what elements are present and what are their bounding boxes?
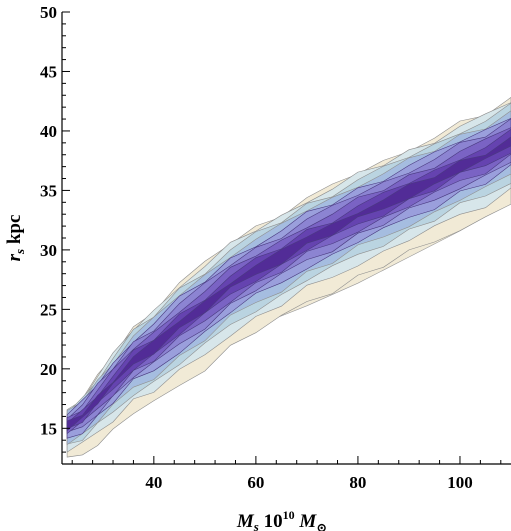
contour-level-7 [66,128,511,429]
y-tick-label-15: 15 [40,419,57,438]
contour-level-8 [66,136,511,432]
x-label-exponent: 10 [283,508,295,522]
y-tick-label-25: 25 [40,300,57,319]
y-tick-label-40: 40 [40,122,57,141]
x-label-factor: 10 [264,511,283,531]
x-tick-label-40: 40 [145,473,162,492]
x-label-symbol: M [236,511,255,531]
y-label-symbol: r [4,253,25,261]
x-label-subscript: s [253,519,259,531]
x-label-unit: M [298,511,317,531]
y-tick-label-20: 20 [40,360,57,379]
x-label-unit-subscript: ⊙ [316,520,327,531]
y-tick-label-50: 50 [40,3,57,22]
x-tick-label-100: 100 [447,473,473,492]
y-tick-label-30: 30 [40,241,57,260]
y-tick-label-35: 35 [40,181,57,200]
x-tick-label-80: 80 [349,473,366,492]
y-label-unit: kpc [4,215,25,245]
x-axis: 40 60 80 100 [71,456,502,492]
x-axis-label: Ms 1010 M⊙ [236,508,327,531]
y-axis-label: rs kpc [4,215,27,262]
contour-regions [66,97,511,458]
y-label-subscript: s [12,249,27,255]
y-tick-label-45: 45 [40,62,57,81]
y-axis: 15 20 25 30 35 40 45 50 [40,3,70,453]
x-tick-label-60: 60 [247,473,264,492]
